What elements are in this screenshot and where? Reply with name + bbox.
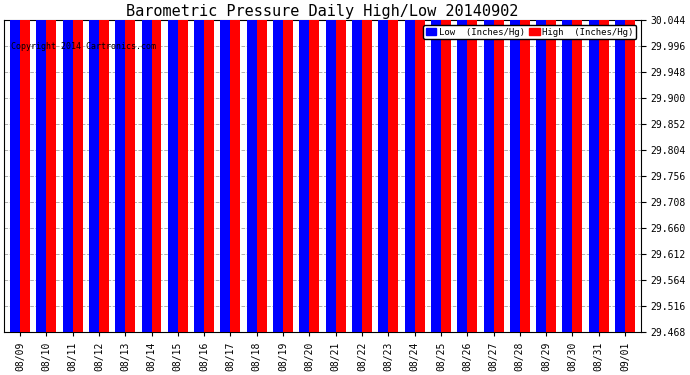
Title: Barometric Pressure Daily High/Low 20140902: Barometric Pressure Daily High/Low 20140… bbox=[126, 4, 519, 19]
Bar bbox=[141, 0, 152, 332]
Bar bbox=[20, 0, 30, 332]
Bar bbox=[194, 0, 204, 332]
Bar bbox=[493, 0, 504, 332]
Bar bbox=[599, 0, 609, 332]
Bar bbox=[573, 0, 582, 332]
Bar bbox=[309, 0, 319, 332]
Bar bbox=[467, 0, 477, 332]
Bar bbox=[125, 0, 135, 332]
Bar bbox=[72, 0, 83, 332]
Bar bbox=[378, 0, 388, 332]
Bar bbox=[326, 0, 335, 332]
Bar bbox=[520, 0, 530, 332]
Bar bbox=[37, 0, 46, 332]
Bar bbox=[99, 0, 109, 332]
Bar bbox=[152, 0, 161, 332]
Bar bbox=[89, 0, 99, 332]
Bar bbox=[388, 0, 398, 332]
Bar bbox=[257, 0, 267, 332]
Bar bbox=[457, 0, 467, 332]
Bar bbox=[46, 0, 57, 332]
Bar bbox=[404, 0, 415, 332]
Bar bbox=[178, 0, 188, 332]
Bar bbox=[335, 0, 346, 332]
Bar bbox=[546, 0, 556, 332]
Bar bbox=[204, 0, 214, 332]
Bar bbox=[247, 0, 257, 332]
Bar bbox=[589, 0, 599, 332]
Bar bbox=[431, 0, 441, 332]
Bar bbox=[536, 0, 546, 332]
Bar bbox=[615, 0, 625, 332]
Text: Copyright 2014 Cartronics.com: Copyright 2014 Cartronics.com bbox=[10, 42, 155, 51]
Bar bbox=[510, 0, 520, 332]
Bar bbox=[484, 0, 493, 332]
Bar bbox=[562, 0, 573, 332]
Bar bbox=[230, 0, 240, 332]
Bar bbox=[10, 0, 20, 332]
Bar bbox=[63, 0, 72, 332]
Bar bbox=[362, 0, 372, 332]
Bar bbox=[168, 0, 178, 332]
Legend: Low  (Inches/Hg), High  (Inches/Hg): Low (Inches/Hg), High (Inches/Hg) bbox=[423, 25, 636, 39]
Bar bbox=[415, 0, 424, 332]
Bar bbox=[625, 0, 635, 332]
Bar bbox=[441, 0, 451, 332]
Bar bbox=[115, 0, 125, 332]
Bar bbox=[273, 0, 283, 332]
Bar bbox=[299, 0, 309, 332]
Bar bbox=[283, 0, 293, 332]
Bar bbox=[220, 0, 230, 332]
Bar bbox=[352, 0, 362, 332]
